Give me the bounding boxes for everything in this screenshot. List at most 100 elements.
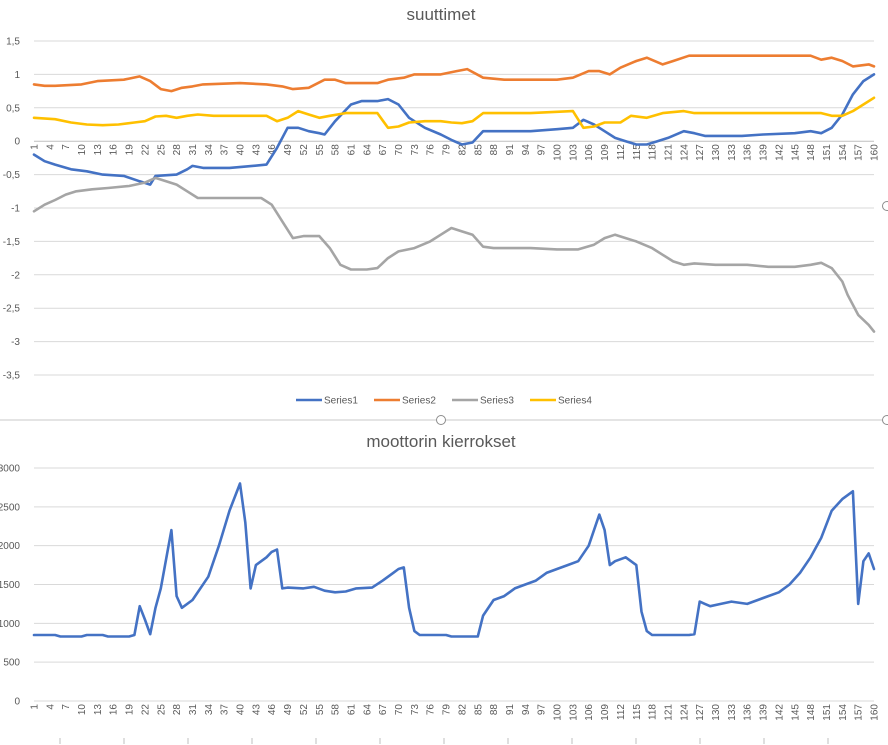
x-tick-label: 130 [711, 704, 722, 721]
y-tick-label: -1,5 [3, 237, 21, 248]
x-tick-label: 1 [30, 144, 41, 150]
x-tick-label: 19 [125, 704, 136, 716]
y-tick-label: 1500 [0, 580, 20, 591]
legend-item: Series3 [452, 396, 514, 407]
x-tick-label: 34 [204, 704, 215, 716]
x-tick-label: 22 [140, 704, 151, 716]
x-tick-label: 22 [140, 144, 151, 156]
legend-label: Series1 [324, 396, 358, 407]
x-tick-label: 115 [632, 704, 643, 720]
x-tick-label: 118 [648, 704, 659, 720]
x-tick-label: 16 [109, 144, 120, 156]
x-tick-label: 88 [489, 704, 500, 716]
x-tick-label: 43 [251, 144, 262, 156]
x-tick-label: 13 [93, 144, 104, 156]
x-tick-label: 37 [220, 144, 231, 156]
x-tick-label: 28 [172, 144, 183, 156]
x-tick-label: 133 [727, 144, 738, 161]
x-tick-label: 61 [346, 144, 357, 156]
x-tick-label: 64 [362, 704, 373, 716]
y-tick-label: 1,5 [6, 37, 20, 48]
x-tick-label: 49 [283, 704, 294, 716]
legend-label: Series4 [558, 396, 592, 407]
x-tick-label: 67 [378, 704, 389, 716]
x-tick-label: 97 [537, 704, 548, 716]
x-tick-label: 136 [743, 144, 754, 161]
x-tick-label: 58 [331, 144, 342, 156]
x-tick-label: 124 [679, 144, 690, 161]
resize-handle[interactable] [436, 415, 446, 425]
x-tick-label: 7 [61, 144, 72, 150]
x-tick-label: 82 [457, 704, 468, 716]
x-tick-label: 103 [568, 704, 579, 721]
x-tick-label: 94 [521, 144, 532, 156]
x-tick-label: 112 [616, 704, 627, 720]
x-tick-label: 130 [711, 144, 722, 161]
x-tick-label: 10 [77, 144, 88, 156]
x-tick-label: 25 [156, 144, 167, 156]
y-tick-label: 0 [14, 137, 20, 148]
x-tick-label: 100 [553, 704, 564, 721]
x-tick-label: 142 [774, 144, 785, 161]
x-tick-label: 40 [236, 704, 247, 716]
x-tick-label: 121 [663, 144, 674, 161]
x-tick-label: 127 [695, 144, 706, 161]
chart-title: moottorin kierrokset [366, 432, 516, 451]
x-tick-label: 40 [236, 144, 247, 156]
x-tick-label: 88 [489, 144, 500, 156]
x-tick-label: 145 [790, 704, 801, 721]
x-tick-label: 151 [822, 144, 833, 161]
x-tick-label: 73 [410, 144, 421, 156]
x-tick-label: 103 [568, 144, 579, 161]
series-lines [32, 54, 876, 333]
chart-moottorin-kierrokset: moottorin kierrokset 3000250020001500100… [0, 432, 881, 744]
x-tick-label: 61 [346, 704, 357, 716]
x-tick-label: 70 [394, 144, 405, 156]
x-axis-ticks: 1 4 7 10 13 16 19 22 25 28 31 34 37 40 43 46 49 52 55 58 61 6… [30, 144, 881, 161]
x-tick-label: 70 [394, 704, 405, 716]
x-tick-label: 28 [172, 704, 183, 716]
y-tick-label: -2 [11, 270, 20, 281]
x-tick-label: 109 [600, 704, 611, 721]
series-lines [32, 482, 876, 638]
x-tick-label: 94 [521, 704, 532, 716]
x-tick-label: 82 [457, 144, 468, 156]
x-tick-label: 115 [632, 144, 643, 160]
series-line-1 [32, 482, 876, 638]
x-tick-label: 148 [806, 144, 817, 161]
x-tick-label: 85 [473, 704, 484, 716]
x-tick-label: 133 [727, 704, 738, 721]
x-tick-label: 46 [267, 144, 278, 156]
x-tick-label: 97 [537, 144, 548, 156]
x-tick-label: 106 [584, 704, 595, 721]
x-tick-label: 1 [30, 704, 41, 710]
resize-handle[interactable] [882, 201, 888, 211]
x-tick-label: 154 [838, 144, 849, 161]
y-tick-label: 2000 [0, 541, 20, 552]
x-tick-label: 43 [251, 704, 262, 716]
x-tick-label: 160 [870, 704, 881, 721]
x-tick-label: 142 [774, 704, 785, 721]
x-tick-label: 112 [616, 144, 627, 160]
y-tick-label: 0 [14, 697, 20, 708]
chart-title: suuttimet [407, 5, 476, 24]
y-tick-label: 0,5 [6, 103, 20, 114]
y-tick-label: 1 [14, 70, 20, 81]
resize-handle[interactable] [882, 415, 888, 425]
x-axis-ticks: 1 4 7 10 13 16 19 22 25 28 31 34 37 40 43 46 49 52 55 58 61 6… [30, 704, 881, 744]
x-tick-label: 10 [77, 704, 88, 716]
x-tick-label: 25 [156, 704, 167, 716]
x-tick-label: 4 [45, 144, 56, 150]
x-tick-label: 67 [378, 144, 389, 156]
x-tick-label: 46 [267, 704, 278, 716]
x-tick-label: 109 [600, 144, 611, 161]
x-tick-label: 139 [759, 144, 770, 161]
legend-item: Series2 [374, 396, 436, 407]
x-tick-label: 157 [854, 144, 865, 161]
legend: Series1 Series2 Series3 Series4 [296, 396, 592, 407]
x-tick-label: 34 [204, 144, 215, 156]
x-tick-label: 127 [695, 704, 706, 721]
x-tick-label: 19 [125, 144, 136, 156]
x-tick-label: 91 [505, 144, 516, 156]
series-line-1 [32, 73, 876, 186]
